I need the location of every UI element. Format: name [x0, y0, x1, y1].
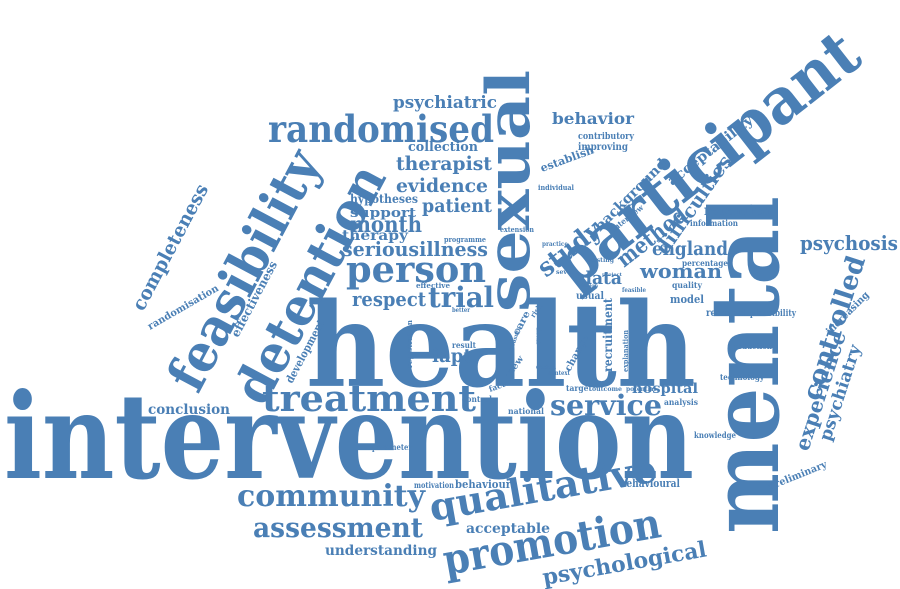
word-health: health: [306, 278, 696, 414]
word-research: research: [706, 308, 749, 319]
word-conclusion: conclusion: [148, 402, 230, 418]
word-result: result: [452, 340, 476, 350]
word-treatment: treatment: [262, 378, 476, 420]
word-intervention: intervention: [4, 367, 694, 506]
word-data: data: [580, 268, 622, 289]
word-information: information: [690, 218, 738, 228]
word-control: control: [462, 394, 492, 404]
word-support: support: [350, 206, 416, 221]
word-psychosis: psychosis: [800, 231, 898, 255]
word-analysis: analysis: [664, 397, 698, 407]
word-seriousillness: seriousillness: [342, 237, 488, 261]
word-month: month: [350, 212, 422, 238]
word-target: target: [566, 383, 592, 393]
word-explanation: explanation: [621, 330, 630, 372]
word-quality: quality: [672, 280, 702, 290]
word-psychiatric: psychiatric: [393, 93, 497, 113]
word-respect: respect: [352, 287, 427, 311]
word-community: community: [237, 479, 427, 514]
word-mental: mental: [690, 196, 801, 534]
word-retention: retention: [704, 203, 772, 219]
word-percentage: percentage: [682, 258, 728, 268]
word-outcome: outcome: [592, 386, 622, 393]
word-behaviour: behaviour: [455, 478, 511, 491]
word-national: national: [508, 406, 544, 416]
word-patient: patient: [422, 195, 492, 217]
word-effective: effective: [416, 281, 451, 290]
word-understanding: understanding: [325, 543, 437, 559]
word-trial: trial: [428, 281, 494, 314]
word-sexual: sexual: [474, 70, 544, 312]
word-individual: individual: [538, 183, 574, 192]
word-registration: registration: [405, 320, 414, 368]
word-context: context: [548, 370, 570, 377]
word-acceptable: acceptable: [466, 521, 550, 537]
word-assessment: assessment: [253, 513, 424, 544]
word-design: design: [536, 364, 557, 371]
word-therapy: therapy: [342, 228, 409, 244]
word-testing: testing: [590, 257, 615, 264]
word-cloud-words: intervention health mental participant s…: [4, 15, 898, 589]
word-england: england: [652, 238, 728, 260]
word-better: better: [452, 307, 471, 314]
word-behavior: behavior: [552, 109, 635, 128]
word-reduction: reduction: [734, 341, 772, 351]
word-practice: practice: [542, 241, 568, 248]
word-hypotheses: hypotheses: [350, 192, 418, 206]
word-service: service: [550, 389, 662, 422]
word-severe: severe: [556, 269, 578, 276]
word-motivation: motivation: [414, 480, 454, 490]
word-programme: programme: [444, 235, 486, 244]
word-randomised: randomised: [268, 107, 494, 151]
word-knowledge: knowledge: [694, 430, 736, 440]
word-plausibility: plausibility: [750, 309, 797, 319]
word-iapt: iapt: [432, 345, 472, 367]
word-project: project: [602, 272, 623, 278]
word-extension: extension: [500, 225, 534, 234]
word-contributory: contributory: [578, 132, 635, 142]
word-behavioural: behavioural: [620, 477, 680, 490]
word-recruitment: recruitment: [601, 298, 615, 372]
word-session: session: [578, 283, 598, 289]
word-improving: improving: [578, 142, 628, 153]
word-evidence: evidence: [396, 175, 488, 197]
word-person: person: [346, 249, 486, 291]
word-hospital: hospital: [632, 381, 698, 397]
word-therapist: therapist: [396, 153, 492, 175]
word-feasible: feasible: [622, 287, 646, 294]
word-collection: collection: [408, 140, 479, 155]
word-woman: woman: [639, 259, 723, 283]
word-group: group: [535, 327, 542, 345]
word-model: model: [670, 293, 704, 306]
word-potential: potential: [626, 386, 657, 393]
word-technology: technology: [720, 372, 764, 382]
word-parameter: parameter: [372, 442, 413, 452]
word-usual: usual: [576, 291, 604, 302]
